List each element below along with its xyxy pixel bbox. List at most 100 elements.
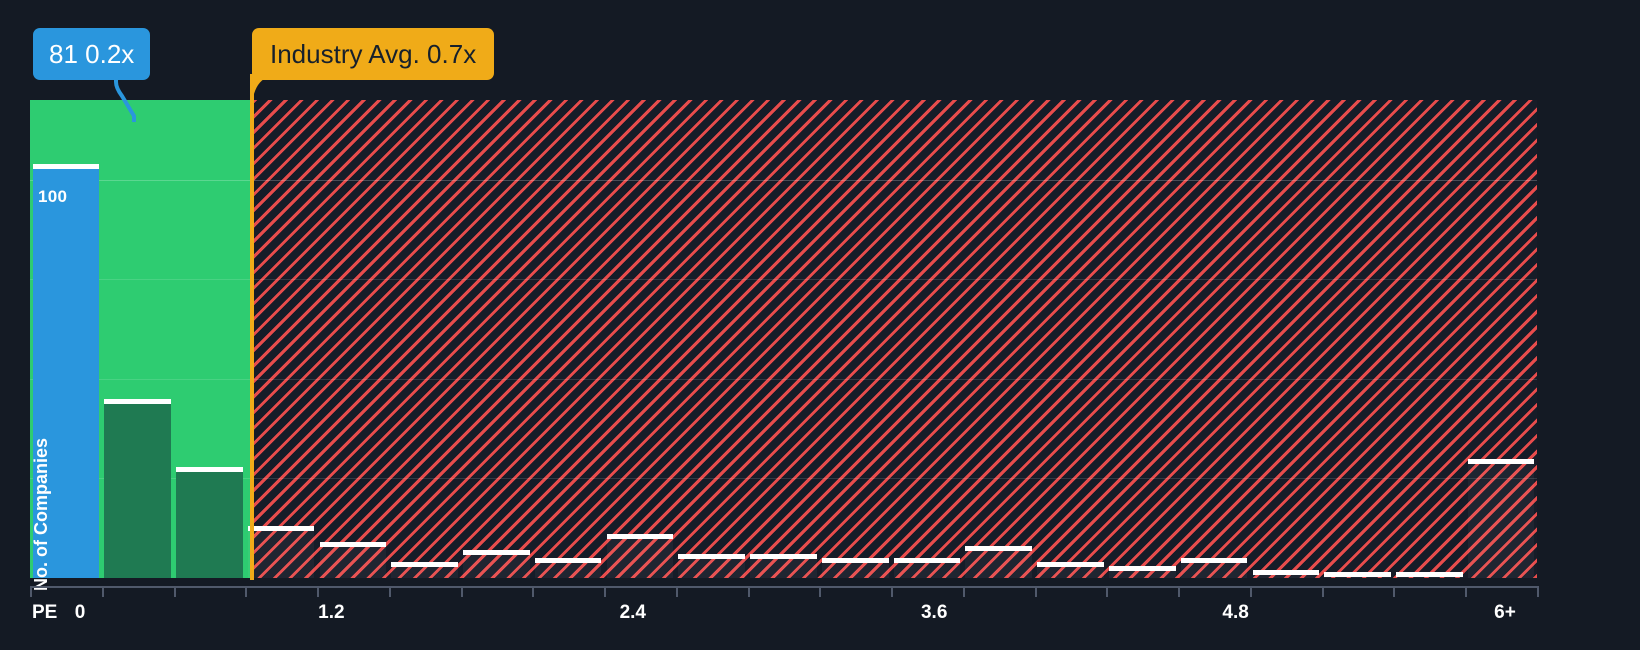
x-tick-label-2-4: 2.4 xyxy=(619,602,647,623)
x-tick xyxy=(604,586,607,597)
bar-9[interactable] xyxy=(678,554,746,578)
bar-body xyxy=(750,558,817,578)
x-tick xyxy=(1106,586,1109,597)
bar-18[interactable] xyxy=(1324,572,1391,578)
x-axis-prefix-label: PE xyxy=(32,602,58,623)
bar-cap xyxy=(678,554,746,560)
bar-body xyxy=(1037,566,1104,578)
bar-13[interactable] xyxy=(965,546,1033,578)
bar-body xyxy=(176,470,243,578)
bar-cap xyxy=(319,542,387,548)
x-tick xyxy=(1249,586,1252,597)
x-tick xyxy=(245,586,248,597)
x-tick xyxy=(388,586,391,597)
industry-callout-tail xyxy=(250,74,270,114)
industry-average-callout[interactable]: Industry Avg. 0.7x xyxy=(252,28,495,80)
bar-8[interactable] xyxy=(606,534,674,578)
x-tick xyxy=(819,586,822,597)
x-tick xyxy=(1393,586,1396,597)
bar-cap xyxy=(32,163,100,169)
bar-14[interactable] xyxy=(1037,562,1104,578)
x-tick-label-0: 0 xyxy=(74,602,86,623)
bar-2[interactable] xyxy=(176,466,243,578)
x-tick xyxy=(1321,586,1324,597)
x-axis-line xyxy=(30,586,1537,588)
company-pe-callout-label: 81 0.2x xyxy=(49,38,135,69)
bar-body xyxy=(893,562,961,578)
bar-body xyxy=(965,550,1033,578)
bar-body xyxy=(606,538,674,578)
bar-16[interactable] xyxy=(1180,558,1248,578)
bar-17[interactable] xyxy=(1252,570,1320,578)
bar-body xyxy=(391,566,458,578)
bar-10[interactable] xyxy=(750,554,817,578)
plot-area xyxy=(30,100,1537,578)
bar-cap xyxy=(1037,562,1104,568)
x-tick xyxy=(1034,586,1037,597)
gridline-100 xyxy=(30,180,1537,181)
x-tick xyxy=(317,586,320,597)
bar-15[interactable] xyxy=(1108,566,1176,578)
bar-12[interactable] xyxy=(893,558,961,578)
bar-4[interactable] xyxy=(319,542,387,578)
bar-cap xyxy=(1324,572,1391,577)
bar-body xyxy=(534,562,602,578)
bar-cap xyxy=(104,398,171,404)
bar-body xyxy=(1324,576,1391,578)
bar-body xyxy=(1108,570,1176,578)
bar-11[interactable] xyxy=(821,558,889,578)
bar-6[interactable] xyxy=(463,550,530,578)
x-tick xyxy=(460,586,463,597)
bar-1[interactable] xyxy=(104,398,171,578)
bar-body xyxy=(821,562,889,578)
bar-19[interactable] xyxy=(1396,572,1463,578)
bar-body xyxy=(32,167,100,578)
x-tick-label-4-8: 4.8 xyxy=(1222,602,1249,623)
bar-cap xyxy=(463,550,530,556)
bar-body xyxy=(104,402,171,578)
x-tick xyxy=(891,586,894,597)
bar-cap xyxy=(965,546,1033,552)
bar-cap xyxy=(1180,558,1248,564)
x-tick-label-6plus: 6+ xyxy=(1494,602,1516,623)
bar-7[interactable] xyxy=(534,558,602,578)
bar-cap xyxy=(1467,458,1535,464)
x-tick xyxy=(532,586,535,597)
x-tick xyxy=(675,586,678,597)
bar-body xyxy=(1180,562,1248,578)
bar-20[interactable] xyxy=(1467,458,1535,578)
company-pe-callout[interactable]: 81 0.2x xyxy=(33,28,151,80)
bar-cap xyxy=(534,558,602,564)
x-tick xyxy=(962,586,965,597)
x-tick-label-1-2: 1.2 xyxy=(318,602,345,623)
x-tick xyxy=(30,586,32,597)
bar-cap xyxy=(893,558,961,564)
bar-cap xyxy=(247,526,315,532)
gridline-75 xyxy=(30,279,1537,280)
bar-body xyxy=(463,554,530,578)
bar-cap xyxy=(821,558,889,564)
x-tick xyxy=(1465,586,1468,597)
bar-body xyxy=(1467,462,1535,578)
bar-cap xyxy=(606,534,674,540)
y-axis-title: No. of Companies xyxy=(31,437,51,591)
bar-body xyxy=(247,530,315,578)
bar-5[interactable] xyxy=(391,562,458,578)
x-tick xyxy=(1178,586,1181,597)
bar-0[interactable] xyxy=(32,163,100,578)
bar-body xyxy=(1252,574,1320,578)
x-tick xyxy=(173,586,176,597)
bar-body xyxy=(319,546,387,578)
overvalued-hatched-zone xyxy=(250,100,1537,578)
bar-body xyxy=(1396,576,1463,578)
gridline-25 xyxy=(30,478,1537,479)
gridline-50 xyxy=(30,379,1537,380)
bar-cap xyxy=(391,562,458,568)
bar-body xyxy=(678,558,746,578)
gridline-label-100: 100 xyxy=(38,186,68,206)
x-tick xyxy=(101,586,104,597)
industry-average-callout-label: Industry Avg. 0.7x xyxy=(270,38,477,69)
bar-3[interactable] xyxy=(247,526,315,578)
bar-cap xyxy=(1252,570,1320,575)
